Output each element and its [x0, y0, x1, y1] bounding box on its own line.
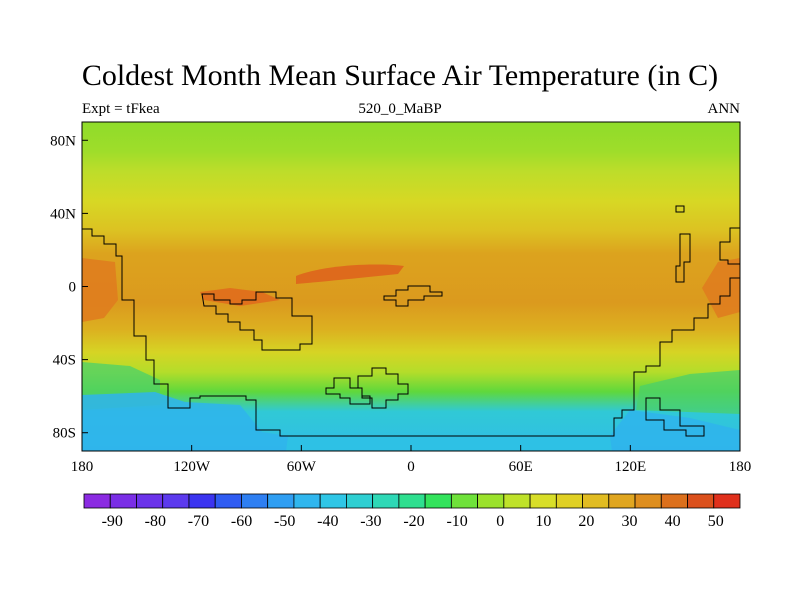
colorbar-label: 0: [496, 513, 504, 530]
equatorial-warm-east: [702, 258, 740, 318]
experiment-label: Expt = tFkea: [82, 101, 160, 117]
lon-tick-label: 120E: [614, 459, 646, 475]
colorbar-swatch: [608, 493, 636, 509]
colorbar-swatch: [503, 493, 531, 509]
latitude-ticks: 80N 40N 0 40S 80S: [50, 133, 88, 442]
eastern-island-north: [675, 205, 685, 213]
colorbar-label: 10: [535, 513, 551, 530]
colorbar-swatch: [188, 493, 216, 509]
lon-tick-label: 180: [729, 459, 752, 475]
colorbar-swatch: [136, 493, 164, 509]
lat-tick-label: 80S: [53, 426, 76, 442]
colorbar-swatch: [345, 493, 374, 509]
colorbar: -90 -80 -70 -60 -50 -40 -30 -20 -10 0 10 20 30 40 50: [83, 493, 741, 530]
colorbar-swatch: [529, 493, 557, 509]
southern-island-b: [357, 367, 409, 409]
antarctic-interior: [286, 436, 612, 451]
colorbar-swatch: [582, 493, 610, 509]
eastern-coast-edge: [719, 227, 740, 265]
colorbar-label: -40: [317, 513, 338, 530]
southern-cold-east: [636, 370, 740, 414]
lon-tick-label: 0: [407, 459, 415, 475]
colorbar-label: -10: [446, 513, 467, 530]
ocean-warm-pool: [296, 264, 404, 284]
longitude-ticks: 180 120W 60W 0 60E 120E 180: [71, 445, 752, 475]
colorbar-swatch: [293, 493, 321, 509]
lat-tick-label: 40S: [53, 353, 76, 369]
colorbar-swatch: [109, 493, 137, 509]
colorbar-label: -20: [403, 513, 424, 530]
lon-tick-label: 180: [71, 459, 94, 475]
colorbar-label: -80: [145, 513, 166, 530]
colorbar-label: -30: [360, 513, 381, 530]
lat-tick-label: 40N: [50, 206, 76, 222]
lon-tick-label: 120W: [173, 459, 211, 475]
temperature-field: [82, 122, 740, 451]
colorbar-swatch: [660, 493, 688, 509]
season-label: ANN: [707, 101, 741, 117]
central-landmass-coast: [201, 291, 313, 351]
colorbar-swatch: [372, 493, 400, 509]
colorbar-swatch: [477, 493, 505, 509]
lon-tick-label: 60E: [509, 459, 533, 475]
colorbar-swatch: [555, 493, 583, 509]
colorbar-swatch: [267, 493, 295, 509]
colorbar-swatch: [83, 493, 111, 509]
colorbar-label: 30: [622, 513, 638, 530]
lon-tick-label: 60W: [287, 459, 317, 475]
colorbar-swatch: [424, 493, 452, 509]
colorbar-label: -70: [188, 513, 209, 530]
southeast-peninsula: [645, 397, 705, 437]
colorbar-swatch: [687, 493, 715, 509]
colorbar-swatch: [162, 493, 190, 509]
eastern-strip-coast: [675, 233, 691, 283]
colorbar-label: 50: [708, 513, 724, 530]
colorbar-swatch: [398, 493, 426, 509]
colorbar-swatch: [713, 493, 741, 509]
time-label: 520_0_MaBP: [358, 101, 442, 117]
colorbar-label: -60: [231, 513, 252, 530]
colorbar-label: -50: [274, 513, 295, 530]
colorbar-swatch: [634, 493, 662, 509]
western-continent-coast: [82, 228, 740, 437]
lat-tick-label: 0: [69, 280, 77, 296]
equatorial-warm-west: [82, 258, 118, 322]
colorbar-swatch: [241, 493, 269, 509]
colorbar-label: 20: [578, 513, 594, 530]
lat-tick-label: 80N: [50, 133, 76, 149]
map-title: Coldest Month Mean Surface Air Temperatu…: [81, 59, 719, 92]
colorbar-label: 40: [665, 513, 681, 530]
colorbar-swatch: [319, 493, 347, 509]
colorbar-swatch: [450, 493, 478, 509]
southern-island-a: [325, 377, 371, 405]
colorbar-label: -90: [102, 513, 123, 530]
colorbar-swatch: [214, 493, 242, 509]
coastlines: [82, 205, 740, 437]
small-island-equator: [383, 285, 443, 307]
